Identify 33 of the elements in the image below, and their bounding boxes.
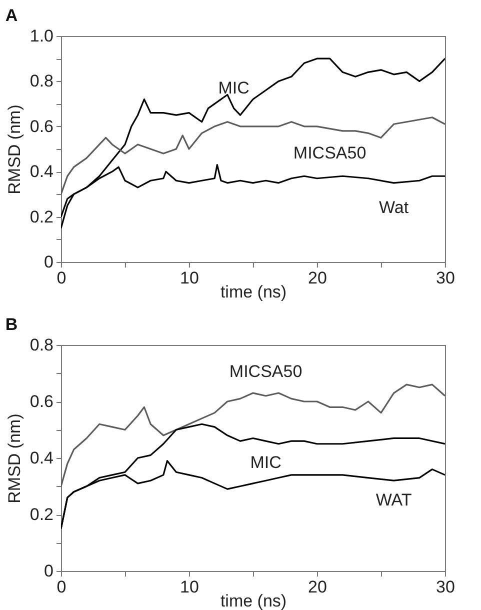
chart-title: A (5, 6, 18, 25)
x-tick-label: 0 (56, 578, 66, 596)
y-tick-label: 0.4 (30, 162, 54, 182)
series-label: MICSA50 (229, 362, 302, 381)
y-tick-label: 0 (44, 252, 54, 272)
y-tick-label: 0.4 (30, 448, 54, 468)
y-tick-label: 0.8 (30, 72, 54, 91)
series-label: MIC (218, 78, 250, 98)
y-tick-label: 0 (44, 562, 54, 580)
x-tick-label: 0 (56, 268, 66, 288)
x-tick-label: 20 (308, 268, 327, 288)
y-tick-label: 0.8 (30, 336, 54, 354)
x-tick-label: 20 (308, 578, 327, 596)
series-label: Wat (379, 198, 409, 217)
x-axis-title: time (ns) (220, 592, 287, 610)
y-tick-label: 0.2 (30, 207, 54, 226)
y-tick-label: 0.6 (30, 392, 54, 411)
y-axis-title: RMSD (nm) (4, 414, 24, 504)
chart-title: B (5, 315, 18, 334)
x-tick-label: 30 (436, 268, 455, 288)
y-axis-title: RMSD (nm) (4, 104, 24, 194)
line-series (61, 384, 445, 488)
x-tick-label: 10 (180, 268, 199, 288)
series-label: WAT (376, 490, 412, 510)
series-label: MIC (250, 453, 282, 472)
y-tick-label: 1.0 (30, 26, 54, 46)
y-tick-label: 0.2 (30, 505, 54, 524)
y-tick-label: 0.6 (30, 116, 54, 136)
x-tick-label: 10 (180, 578, 199, 596)
series-label: MICSA50 (293, 144, 366, 163)
x-axis-title: time (ns) (220, 282, 287, 302)
x-tick-label: 30 (436, 578, 455, 596)
line-series (61, 116, 445, 195)
